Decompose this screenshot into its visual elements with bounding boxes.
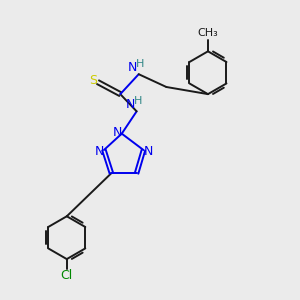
- Text: S: S: [88, 74, 97, 87]
- Text: N: N: [112, 126, 122, 139]
- Text: N: N: [128, 61, 137, 74]
- Text: CH₃: CH₃: [198, 28, 218, 38]
- Text: Cl: Cl: [61, 269, 73, 282]
- Text: N: N: [94, 145, 104, 158]
- Text: H: H: [134, 96, 142, 106]
- Text: H: H: [136, 59, 145, 69]
- Text: N: N: [125, 98, 135, 111]
- Text: N: N: [143, 145, 153, 158]
